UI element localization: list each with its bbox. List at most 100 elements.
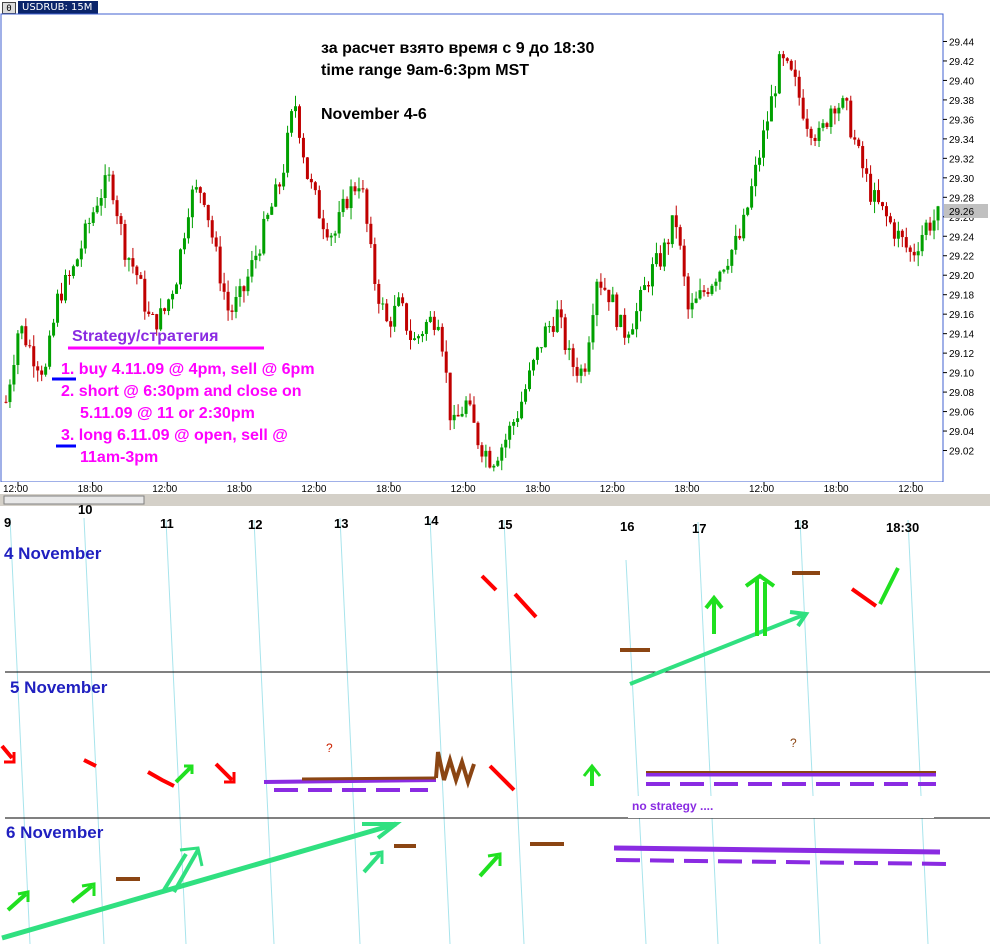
candle-body (607, 289, 611, 303)
candle-body (412, 338, 416, 340)
candle-body (286, 132, 290, 173)
x-axis-ticks: 12:00 18:00 12:00 18:00 12:00 18:00 12:00 18:00… (3, 482, 924, 495)
current-price-marker (944, 204, 988, 218)
candle-body (571, 348, 575, 367)
candle-body (916, 251, 920, 256)
nov4-down-stroke-1 (480, 574, 498, 592)
candle-body (309, 178, 313, 183)
candle-body (468, 400, 472, 405)
hour-guide-line (625, 559, 647, 945)
candle-body (341, 198, 345, 213)
candle-body (488, 450, 492, 468)
candle-body (321, 218, 325, 230)
candle-body (698, 290, 702, 299)
x-tick-label: 18:00 (525, 484, 550, 495)
candle-body (40, 370, 44, 375)
candle-body (290, 111, 294, 133)
candle-body (670, 215, 674, 245)
candle-body (428, 316, 432, 322)
candle-body (206, 204, 210, 221)
candle-body (631, 329, 635, 335)
candle-body (385, 303, 389, 322)
nov4-trend-arrowhead (789, 610, 810, 628)
candle-body (20, 326, 24, 334)
candle-body (32, 346, 36, 367)
candle-body (452, 414, 456, 421)
candle-body (567, 348, 571, 350)
candle-body (111, 174, 115, 201)
candle-body (357, 188, 361, 192)
window-title: USDRUB: 15M (18, 1, 98, 15)
candle-body (500, 447, 504, 461)
candle-body (131, 258, 135, 267)
candle-body (365, 189, 369, 224)
candle-body (841, 98, 845, 108)
y-tick-label: 29.02 (949, 447, 974, 458)
strategy-title: Strategy/стратегия (72, 328, 218, 345)
candle-body (278, 184, 282, 187)
candle-body (710, 285, 714, 294)
candle-body (79, 248, 83, 260)
candle-body (880, 202, 884, 207)
candle-body (662, 242, 666, 267)
chart-window-titlebar: 0 USDRUB: 15M (0, 0, 990, 16)
candle-body (520, 401, 524, 419)
candle-body (424, 321, 428, 334)
candle-body (151, 314, 155, 316)
candle-body (377, 283, 381, 304)
nov5-zigzag (434, 751, 476, 789)
hour-label: 12 (248, 517, 262, 532)
hour-guide-line (429, 517, 451, 945)
y-tick-label: 29.06 (949, 408, 974, 419)
candle-body (920, 234, 924, 252)
candle-body (214, 237, 218, 247)
candle-body (516, 418, 520, 422)
x-tick-label: 18:00 (227, 484, 252, 495)
candle-body (563, 317, 567, 350)
candle-body (222, 283, 226, 292)
candle-body (694, 298, 698, 303)
nov6-up-arrow-5 (478, 854, 500, 878)
horizontal-scrollbar-thumb[interactable] (3, 495, 145, 505)
y-tick-label: 29.18 (949, 291, 974, 302)
candle-body (242, 286, 246, 292)
candle-body (44, 366, 48, 375)
candle-body (143, 278, 147, 312)
hour-guide-line (9, 517, 31, 945)
nov6-trend-arrowhead (362, 822, 402, 840)
candle-body (167, 299, 171, 312)
candle-body (869, 173, 873, 202)
nov6-up-arrow-1 (6, 892, 28, 912)
hour-label: 14 (424, 513, 439, 528)
candle-body (464, 400, 468, 414)
current-price-label: 29.26 (949, 207, 974, 218)
candle-body (147, 311, 151, 315)
nov6-up-arrowhead-5 (487, 852, 502, 866)
nov5-down-arrowhead-1 (4, 752, 16, 764)
candle-body (817, 127, 821, 141)
horizontal-scrollbar-track[interactable] (0, 494, 990, 506)
candle-body (159, 308, 163, 330)
row-label-nov5: 5 November (10, 678, 108, 697)
candle-body (476, 422, 480, 446)
candle-body (4, 401, 8, 403)
hour-guide-line (799, 519, 821, 945)
candle-body (226, 291, 230, 311)
candle-body (337, 212, 341, 234)
hour-guide-line (907, 519, 929, 945)
hour-label: 15 (498, 517, 512, 532)
candle-body (531, 359, 535, 371)
candle-body (718, 271, 722, 282)
candle-body (543, 326, 547, 348)
strategy-step-2-cont: 5.11.09 @ 11 or 2:30pm (80, 405, 255, 422)
y-tick-label: 29.10 (949, 369, 974, 380)
candle-body (714, 281, 718, 286)
candle-body (67, 274, 71, 276)
candle-body (730, 249, 734, 266)
candle-body (28, 345, 32, 347)
nov6-purple-dashed (615, 858, 951, 866)
candle-body (599, 281, 603, 288)
candle-body (603, 287, 607, 290)
y-tick-label: 29.42 (949, 57, 974, 68)
